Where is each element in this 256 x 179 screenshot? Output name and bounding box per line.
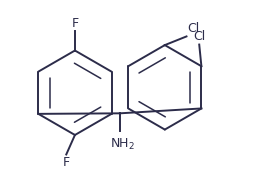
Text: Cl: Cl xyxy=(188,22,200,35)
Text: F: F xyxy=(63,156,70,169)
Text: F: F xyxy=(71,17,79,30)
Text: Cl: Cl xyxy=(193,30,205,43)
Text: NH$_2$: NH$_2$ xyxy=(110,137,135,152)
